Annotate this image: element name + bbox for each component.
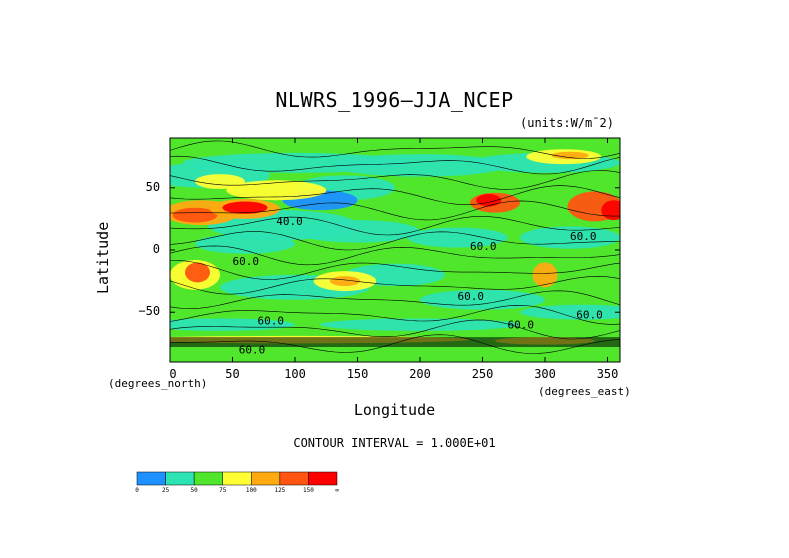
colorbar-tick-label: 50: [190, 487, 198, 494]
contour-value-label: 60.0: [470, 240, 497, 253]
contour-value-label: 60.0: [508, 318, 535, 331]
contour-value-label: 60.0: [258, 315, 285, 328]
field-patch: [330, 276, 360, 287]
contour-line: [170, 200, 620, 221]
contour-line: [170, 245, 620, 266]
y-tick-label: 0: [152, 242, 161, 256]
contour-line: [170, 334, 620, 354]
contour-value-label: 40.0: [276, 215, 303, 228]
field-patch: [226, 180, 327, 201]
colorbar-swatch: [222, 471, 252, 486]
colorbar-tick-label: 100: [245, 487, 257, 494]
field-patch: [520, 304, 620, 320]
y-tick-label: −50: [138, 304, 161, 319]
contour-line: [170, 155, 620, 175]
contour-line: [170, 260, 620, 280]
field-patch: [551, 151, 589, 160]
x-axis-label: Longitude: [353, 401, 436, 419]
antarctic-band: [170, 337, 620, 348]
colorbar-swatch: [136, 471, 166, 486]
colorbar-tick-label: 125: [274, 487, 286, 494]
y-axis-label: Latitude: [94, 221, 112, 294]
field-patch: [520, 226, 620, 249]
field-patch: [332, 154, 508, 177]
contour-value-label: 60.0: [239, 343, 266, 356]
field-patch: [320, 318, 520, 331]
chart-title: NLWRS_1996—JJA_NCEP: [275, 88, 514, 112]
field-patch: [172, 207, 218, 223]
contour-line: [170, 170, 620, 190]
contour-line: [170, 275, 620, 295]
field-patch: [185, 262, 210, 283]
x-tick-label: 50: [225, 367, 240, 381]
colorbar-tick-label: 75: [219, 487, 227, 494]
colorbar-swatch: [279, 471, 309, 486]
field-patch: [195, 174, 245, 190]
units-label: (units:W/m¯2): [520, 116, 614, 130]
contour-line: [170, 216, 620, 236]
contour-line: [170, 319, 620, 340]
field-patch: [407, 227, 508, 248]
contour-line: [170, 140, 620, 159]
contour-interval-label: CONTOUR INTERVAL = 1.000E+01: [293, 436, 496, 450]
colorbar-swatch: [165, 471, 195, 486]
x-tick-label: 250: [471, 367, 494, 381]
colorbar: [136, 471, 338, 486]
x-tick-label: 300: [534, 367, 556, 381]
contour-line: [170, 231, 620, 251]
field-patch: [195, 233, 295, 254]
x-tick-label: 0: [169, 367, 177, 381]
contour-value-label: 60.0: [576, 308, 603, 321]
field-patch: [170, 318, 295, 331]
x-tick-label: 350: [596, 367, 619, 381]
colorbar-swatch: [193, 471, 223, 486]
colorbar-swatch: [251, 471, 281, 486]
y-tick-label: 50: [145, 179, 161, 194]
antarctic-field: [170, 347, 620, 362]
x-tick-label: 150: [346, 367, 369, 381]
contour-line: [170, 304, 620, 325]
field-patch: [532, 262, 558, 288]
x-tick-label: 200: [409, 367, 431, 381]
plot-area: 40.0 60.0 60.0 60.0 60.0 60.0 60.0 60.0 60.0: [170, 138, 620, 362]
contour-value-label: 60.0: [233, 255, 260, 268]
colorbar-tick-label: 25: [161, 487, 170, 494]
colorbar-tick-label: ∞: [335, 487, 339, 494]
field-patch: [222, 201, 268, 214]
x-tick-label: 100: [284, 367, 306, 381]
colorbar-tick-label: 0: [135, 487, 139, 494]
x-unit-note: (degrees_east): [538, 385, 631, 398]
colorbar-tick-label: 150: [303, 487, 314, 494]
y-unit-note: (degrees_north): [108, 377, 208, 390]
contour-line: [170, 185, 620, 205]
contour-value-label: 60.0: [458, 290, 485, 303]
contour-value-label: 60.0: [570, 230, 597, 243]
contour-line: [170, 290, 620, 309]
field-patch: [601, 200, 620, 221]
axis-ticks: [169, 138, 620, 362]
field-patch: [295, 220, 420, 243]
colorbar-swatch: [308, 471, 338, 486]
